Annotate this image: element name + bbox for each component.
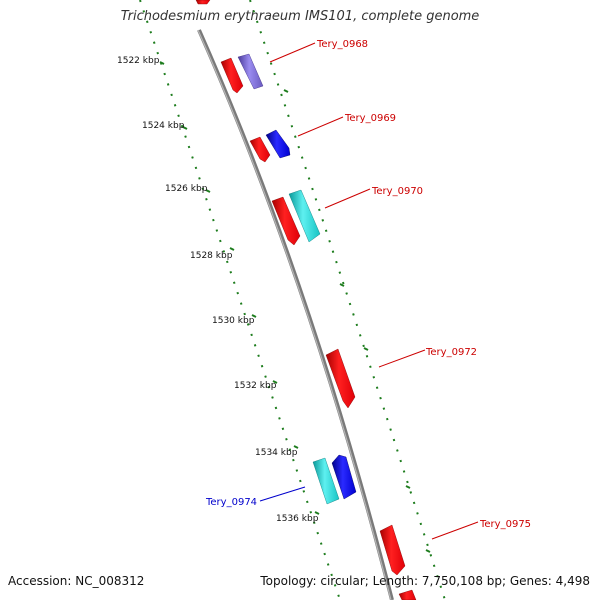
gene-label-tery-0975[interactable]: Tery_0975 <box>479 519 531 530</box>
leader-tery-0972 <box>378 349 426 368</box>
gene-tery-0974-cyan <box>312 457 340 505</box>
major-tick <box>339 283 345 287</box>
gene-label-tery-0968[interactable]: Tery_0968 <box>316 39 368 50</box>
genome-summary-text: Topology: circular; Length: 7,750,108 bp… <box>260 574 590 588</box>
tick-label-1528: 1528 kbp <box>190 251 233 261</box>
gene-tery-0970-red <box>271 196 301 246</box>
gene-tery-0968-red <box>220 57 244 94</box>
map-title: Trichodesmium erythraeum IMS101, complet… <box>120 9 480 24</box>
major-tick <box>314 511 320 515</box>
tick-label-1530: 1530 kbp <box>212 316 255 326</box>
gene-label-tery-0969[interactable]: Tery_0969 <box>344 113 396 124</box>
genome-backbone-highlight <box>197 29 392 600</box>
leader-tery-0975 <box>431 521 479 540</box>
leader-tery-0974 <box>259 486 306 502</box>
tick-track-left <box>139 0 341 600</box>
tick-label-1526: 1526 kbp <box>165 184 208 194</box>
major-tick <box>272 380 278 384</box>
tick-label-1522: 1522 kbp <box>117 56 160 66</box>
gene-tery-0969-blue <box>265 129 291 159</box>
major-ticks <box>159 61 431 553</box>
gene-tery-0975-red <box>379 524 406 576</box>
major-tick <box>159 61 165 65</box>
tick-label-1536: 1536 kbp <box>276 514 319 524</box>
major-tick <box>205 189 211 193</box>
genome-backbone <box>197 29 394 600</box>
tick-label-1534: 1534 kbp <box>255 448 298 458</box>
gene-label-tery-0970[interactable]: Tery_0970 <box>371 186 423 197</box>
leader-tery-0969 <box>297 116 344 137</box>
leader-tery-0968 <box>269 42 316 63</box>
major-tick <box>229 247 235 251</box>
tick-labels: 1522 kbp 1524 kbp 1526 kbp 1528 kbp 1530… <box>117 56 319 524</box>
gene-partial-bottom <box>398 589 417 600</box>
gene-tery-0970-cyan <box>288 189 321 243</box>
gene-tery-0974-blue <box>331 454 357 500</box>
gene-features <box>195 0 417 600</box>
major-tick <box>405 485 411 489</box>
tick-label-1524: 1524 kbp <box>142 121 185 131</box>
gene-label-tery-0974[interactable]: Tery_0974 <box>205 497 257 508</box>
leader-tery-0970 <box>324 188 371 209</box>
gene-tery-0968-purple <box>237 53 264 90</box>
major-tick <box>293 445 299 449</box>
major-tick <box>363 347 369 351</box>
gene-partial-top <box>195 0 211 5</box>
accession-text: Accession: NC_008312 <box>8 574 145 588</box>
tick-label-1532: 1532 kbp <box>234 381 277 391</box>
major-tick <box>425 549 431 553</box>
label-leaders <box>259 42 479 540</box>
major-tick <box>182 126 188 130</box>
gene-tery-0969-red <box>249 136 271 163</box>
tick-track-right <box>249 0 446 600</box>
gene-tery-0972-red <box>325 348 356 409</box>
major-tick <box>283 89 289 93</box>
major-tick <box>251 314 257 318</box>
gene-label-tery-0972[interactable]: Tery_0972 <box>425 347 477 358</box>
gene-labels: Tery_0968 Tery_0969 Tery_0970 Tery_0972 … <box>205 39 531 530</box>
